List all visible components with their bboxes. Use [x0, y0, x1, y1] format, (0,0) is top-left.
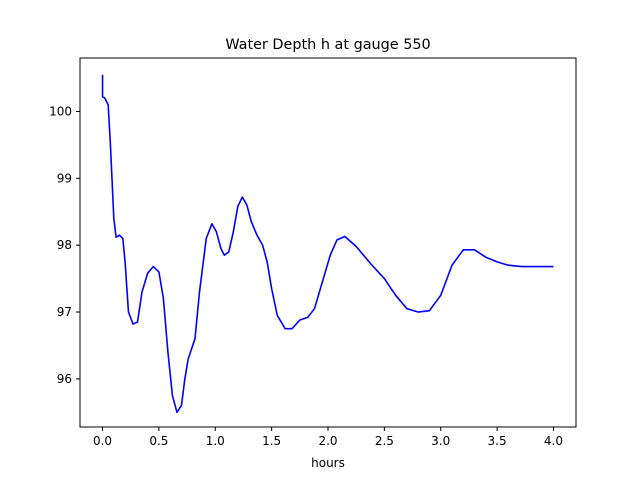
plot-area — [101, 74, 554, 414]
y-tick-label: 100 — [49, 104, 72, 118]
x-axis: 0.0 0.5 1.0 1.5 2.0 2.5 3.0 3.5 4.0 — [93, 427, 563, 448]
y-tick-label: 97 — [57, 305, 72, 319]
x-tick-label: 2.0 — [318, 434, 337, 448]
x-tick-label: 1.5 — [262, 434, 281, 448]
x-axis-label: hours — [311, 456, 345, 470]
series-line-0 — [101, 74, 554, 414]
x-tick-label: 0.5 — [149, 434, 168, 448]
x-tick-label: 0.0 — [93, 434, 112, 448]
x-tick-label: 4.0 — [544, 434, 563, 448]
x-tick-label: 3.0 — [431, 434, 450, 448]
y-tick-label: 96 — [57, 372, 72, 386]
y-axis: 96 97 98 99 100 — [49, 104, 80, 386]
chart-title: Water Depth h at gauge 550 — [225, 37, 430, 53]
x-tick-label: 2.5 — [375, 434, 394, 448]
x-tick-label: 3.5 — [488, 434, 507, 448]
x-tick-label: 1.0 — [206, 434, 225, 448]
y-tick-label: 98 — [57, 238, 72, 252]
y-tick-label: 99 — [57, 171, 72, 185]
